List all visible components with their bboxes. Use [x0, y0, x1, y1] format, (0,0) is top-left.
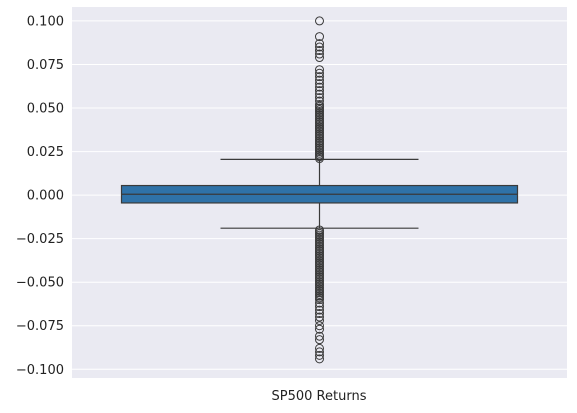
box-group: [120, 158, 519, 229]
y-tick-label: −0.100: [16, 363, 64, 378]
y-tick-label: 0.025: [27, 145, 64, 160]
outlier-point: [315, 53, 324, 63]
outlier-point: [315, 331, 324, 341]
outlier-point: [315, 86, 324, 96]
outlier-point: [315, 309, 324, 319]
outlier-point: [315, 89, 324, 99]
outlier-point: [315, 347, 324, 357]
y-tick-label: 0.050: [27, 102, 64, 117]
outlier-point: [315, 312, 324, 322]
outlier-point: [315, 298, 324, 308]
outlier-point: [315, 324, 324, 334]
outlier-point: [315, 350, 324, 360]
outlier-point: [315, 343, 324, 353]
x-axis-category-label: SP500 Returns: [272, 389, 367, 404]
outlier-point: [315, 335, 324, 345]
outlier-point: [315, 316, 324, 326]
outlier-markers: [315, 16, 324, 364]
outlier-point: [315, 302, 324, 312]
outlier-point: [315, 49, 324, 59]
outlier-point: [315, 42, 324, 52]
outlier-point: [315, 354, 324, 364]
y-tick-label: −0.050: [16, 276, 64, 291]
outlier-point: [315, 96, 324, 106]
outlier-point: [315, 72, 324, 82]
outlier-point: [315, 46, 324, 56]
outlier-point: [315, 295, 324, 305]
outlier-point: [315, 321, 324, 331]
outlier-point: [315, 68, 324, 78]
y-tick-label: −0.025: [16, 232, 64, 247]
outlier-point: [315, 65, 324, 75]
grid-lines: [72, 20, 567, 370]
y-axis-tick-labels: −0.100 −0.075 −0.050 −0.025 0.000 0.025 0.050 0…: [16, 14, 64, 377]
outlier-point: [315, 16, 324, 26]
outlier-point: [315, 305, 324, 315]
outlier-point: [315, 39, 324, 49]
outlier-point: [315, 79, 324, 89]
outlier-point: [315, 32, 324, 42]
y-tick-label: 0.075: [27, 58, 64, 73]
outlier-point: [315, 82, 324, 92]
outlier-point: [315, 75, 324, 85]
y-tick-label: −0.075: [16, 319, 64, 334]
y-tick-label: 0.100: [27, 14, 64, 29]
y-tick-label: 0.000: [27, 189, 64, 204]
outlier-point: [315, 93, 324, 103]
outlier-point: [315, 100, 324, 110]
